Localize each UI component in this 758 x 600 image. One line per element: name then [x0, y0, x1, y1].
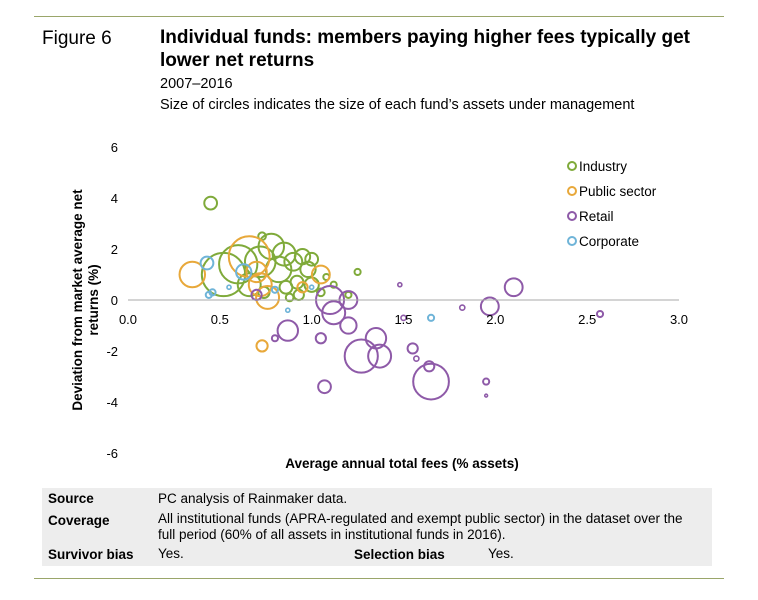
legend-marker-corporate: [567, 236, 577, 246]
legend-label-industry: Industry: [579, 159, 627, 174]
x-tick-label: 1.0: [303, 312, 321, 327]
bubble-public-sector: [296, 281, 309, 294]
coverage-label: Coverage: [48, 513, 110, 528]
bubble-corporate: [426, 313, 436, 322]
bubble-retail: [479, 296, 500, 317]
bubble-retail: [364, 327, 388, 350]
notes-panel: Source PC analysis of Rainmaker data. Co…: [42, 488, 712, 566]
x-tick-label: 2.0: [486, 312, 504, 327]
bubble-retail: [270, 334, 279, 343]
x-tick-label: 1.5: [394, 312, 412, 327]
source-label: Source: [48, 491, 94, 506]
bubble-corporate: [308, 284, 315, 291]
bubble-retail: [314, 332, 327, 345]
bubble-public-sector: [310, 264, 331, 285]
bubble-corporate: [284, 307, 291, 314]
bubble-industry: [236, 272, 262, 298]
y-axis-label: Deviation from market average netreturns…: [70, 189, 101, 411]
y-tick-label: -6: [106, 446, 118, 461]
x-tick-label: 0.0: [119, 312, 137, 327]
y-tick-label: 2: [111, 242, 118, 257]
legend-marker-retail: [567, 211, 577, 221]
x-axis-label: Average annual total fees (% assets): [285, 456, 519, 471]
bubble-retail: [483, 393, 489, 398]
bubble-corporate: [226, 284, 232, 291]
bubble-industry: [278, 279, 294, 295]
bubble-industry: [329, 280, 338, 289]
source-text: PC analysis of Rainmaker data.: [158, 491, 348, 506]
bubble-retail: [396, 281, 403, 288]
bubble-public-sector: [178, 260, 207, 289]
y-tick-label: 6: [111, 140, 118, 155]
legend-label-corporate: Corporate: [579, 234, 639, 249]
bubble-retail: [317, 379, 332, 395]
survivor-bias-label: Survivor bias: [48, 547, 134, 562]
selection-bias-value: Yes.: [488, 546, 514, 561]
figure-subtitle: Size of circles indicates the size of ea…: [160, 97, 635, 113]
x-tick-label: 0.5: [211, 312, 229, 327]
bubble-industry: [203, 195, 219, 211]
coverage-text: All institutional funds (APRA-regulated …: [158, 511, 683, 542]
legend-label-public-sector: Public sector: [579, 184, 657, 199]
bubble-retail: [503, 277, 524, 298]
y-tick-label: 0: [111, 293, 118, 308]
figure-title: Individual funds: members paying higher …: [160, 27, 691, 71]
bubble-retail: [343, 338, 379, 374]
bubble-industry: [283, 251, 304, 272]
bubble-retail: [412, 362, 450, 401]
x-tick-labels: 0.0 0.5 1.0 1.5 2.0 2.5 3.0: [119, 312, 688, 327]
bubble-public-sector: [255, 339, 269, 353]
y-tick-label: -4: [106, 395, 118, 410]
bubble-industry: [299, 260, 317, 279]
bubble-retail: [339, 316, 358, 335]
figure-label: Figure 6: [42, 28, 112, 49]
bubble-retail: [400, 314, 407, 322]
bubble-corporate: [199, 255, 215, 271]
bubbles-layer: [178, 195, 605, 401]
bubble-retail: [321, 300, 347, 326]
bubble-public-sector: [247, 272, 273, 298]
selection-bias-label: Selection bias: [354, 547, 445, 562]
bubble-retail: [595, 309, 605, 319]
y-tick-labels: 6 4 2 0 -2 -4 -6: [106, 140, 118, 461]
bubble-industry: [304, 251, 320, 267]
legend-marker-public-sector: [567, 186, 577, 196]
bubble-industry: [344, 290, 353, 299]
x-tick-label: 3.0: [670, 312, 688, 327]
y-tick-label: 4: [111, 191, 118, 206]
bubble-public-sector: [245, 260, 268, 284]
bubble-retail: [458, 304, 466, 312]
top-rule: [34, 16, 724, 17]
bubble-retail: [423, 360, 436, 373]
legend: Industry Public sector Retail Corporate: [567, 159, 657, 249]
figure-period: 2007–2016: [160, 76, 233, 92]
bottom-rule: [34, 578, 724, 579]
bubble-retail: [413, 355, 420, 363]
bubble-corporate: [235, 263, 253, 281]
bubble-retail: [406, 342, 419, 355]
bubble-retail: [482, 377, 491, 386]
bubble-industry: [353, 267, 362, 277]
bubble-retail: [367, 343, 393, 369]
bubble-public-sector: [255, 284, 281, 310]
y-tick-label: -2: [106, 344, 118, 359]
bubble-corporate: [270, 285, 279, 294]
bubble-retail: [276, 319, 299, 342]
legend-label-retail: Retail: [579, 209, 614, 224]
bubble-corporate: [204, 290, 213, 299]
survivor-bias-value: Yes.: [158, 546, 184, 561]
scatter-chart: 0.0 0.5 1.0 1.5 2.0 2.5 3.0 6 4 2 0 -2 -4 -6 Average…: [70, 140, 688, 471]
bubble-industry: [284, 292, 295, 303]
legend-marker-industry: [567, 161, 577, 171]
x-tick-label: 2.5: [578, 312, 596, 327]
